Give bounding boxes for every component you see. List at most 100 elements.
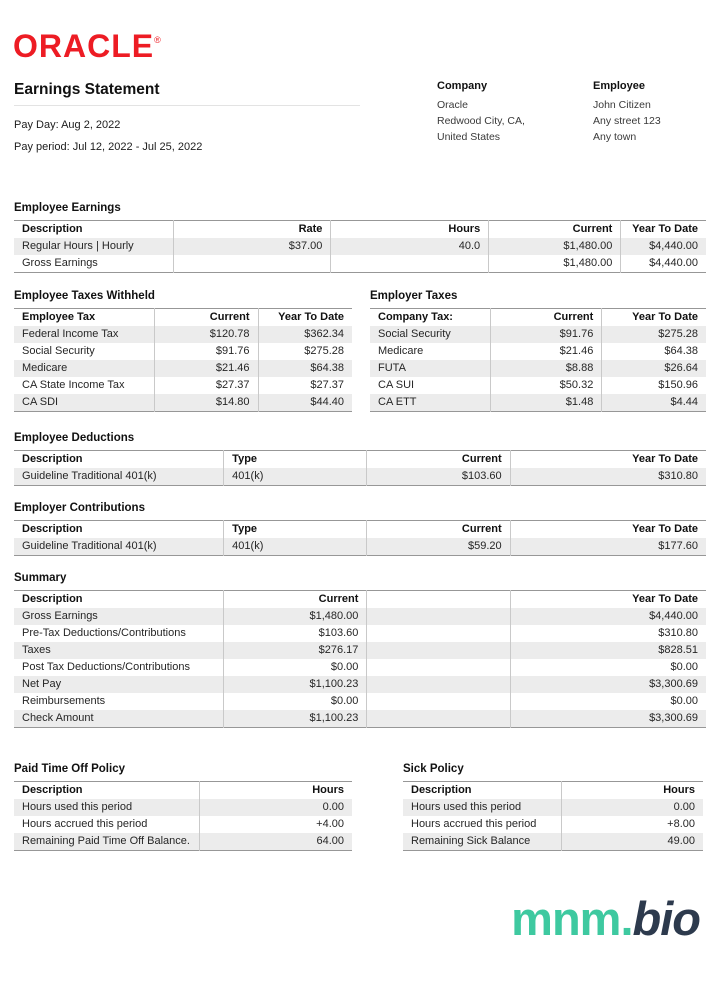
cell: Hours accrued this period [22,818,148,830]
column-header: Year To Date [509,590,706,608]
cell: $8.88 [490,360,602,377]
cell: $0.00 [509,659,706,676]
page-title: Earnings Statement [14,81,160,98]
employee-earnings-table: Description Rate Hours Current Year To Date R… [14,220,706,273]
cell: $91.76 [490,326,602,343]
cell: Medicare [22,362,68,374]
column-header [366,590,511,608]
logo-text-bio: bio [632,892,701,945]
cell: CA SDI [22,396,59,408]
cell: Pre-Tax Deductions/Contributions [22,627,186,639]
cell: $21.46 [154,360,259,377]
column-header: Current [223,590,367,608]
cell: CA ETT [378,396,417,408]
table-row: Net Pay $1,100.23 $3,300.69 [14,676,706,693]
cell: 401(k) [223,468,367,486]
cell: $3,300.69 [509,710,706,728]
header-row: Description Type Current Year To Date [14,450,706,468]
title-divider [14,105,360,106]
cell: Social Security [22,345,95,357]
table-row: Taxes $276.17 $828.51 [14,642,706,659]
cell: 401(k) [223,538,367,556]
cell: $177.60 [509,538,706,556]
table-row: Reimbursements $0.00 $0.00 [14,693,706,710]
employee-taxes-table: Employee Tax Current Year To Date Federal I… [14,308,352,412]
cell: $37.00 [172,238,331,255]
section-employee-deductions: Employee Deductions Description Type Curre… [14,432,706,486]
cell: 0.00 [560,799,703,816]
cell: $150.96 [601,377,706,394]
cell: $14.80 [154,394,259,412]
table-row: Guideline Traditional 401(k) 401(k) $59.20… [14,538,706,556]
section-employer-taxes: Employer Taxes Company Tax: Current Year T… [370,290,706,412]
section-summary: Summary Description Current Year To Date Gr… [14,572,706,728]
section-employee-taxes: Employee Taxes Withheld Employee Tax Curr… [14,290,352,412]
cell: 0.00 [199,799,352,816]
cell: $1,100.23 [223,710,367,728]
cell: Reimbursements [22,695,106,707]
cell: $1,480.00 [223,608,367,625]
cell [366,693,511,710]
table-row: CA SDI $14.80 $44.40 [14,394,352,412]
company-address-line2: United States [437,131,501,143]
employer-taxes-table: Company Tax: Current Year To Date Social Se… [370,308,706,412]
table-row: Hours accrued this period +8.00 [403,816,703,833]
section-title-sick-policy: Sick Policy [403,763,464,775]
section-title-summary: Summary [14,572,67,584]
employee-deductions-table: Description Type Current Year To Date Guidel… [14,450,706,486]
column-header: Type [223,450,367,468]
section-title-employee-earnings: Employee Earnings [14,202,121,214]
summary-table: Description Current Year To Date Gross Earn… [14,590,706,728]
cell: 40.0 [330,238,489,255]
column-header: Current [366,450,511,468]
column-header: Year To Date [601,308,706,326]
column-header: Description [22,223,83,235]
cell: Hours accrued this period [411,818,537,830]
section-employer-contributions: Employer Contributions Description Type Cu… [14,502,706,556]
column-header: Type [223,520,367,538]
cell: Medicare [378,345,424,357]
column-header: Year To Date [509,450,706,468]
column-header: Year To Date [509,520,706,538]
cell: $44.40 [257,394,352,412]
column-header: Year To Date [620,220,706,238]
cell: $50.32 [490,377,602,394]
section-pto-policy: Paid Time Off Policy Description Hours Hou… [14,763,352,851]
employee-info: Employee John Citizen Any street 123 Any… [593,80,661,147]
header-row: Description Type Current Year To Date [14,520,706,538]
cell: Gross Earnings [22,257,98,269]
cell: $828.51 [509,642,706,659]
cell: $275.28 [257,343,352,360]
cell: Guideline Traditional 401(k) [22,540,157,552]
cell: $4,440.00 [509,608,706,625]
cell: CA SUI [378,379,415,391]
logo-text-mnm: mnm. [511,892,633,945]
table-row: FUTA $8.88 $26.64 [370,360,706,377]
section-title-pto-policy: Paid Time Off Policy [14,763,125,775]
section-title-employee-deductions: Employee Deductions [14,432,135,444]
header-row: Description Hours [14,781,352,799]
cell: $27.37 [257,377,352,394]
column-header: Current [490,308,602,326]
section-employee-earnings: Employee Earnings Description Rate Hours Cu… [14,202,706,273]
table-row: Federal Income Tax $120.78 $362.34 [14,326,352,343]
cell: Social Security [378,328,451,340]
table-row: Medicare $21.46 $64.38 [14,360,352,377]
column-header: Hours [330,220,489,238]
cell: $91.76 [154,343,259,360]
section-title-employee-taxes: Employee Taxes Withheld [14,290,155,302]
cell: $276.17 [223,642,367,659]
cell: $1,480.00 [488,238,621,255]
pay-day: Pay Day: Aug 2, 2022 [14,119,121,131]
column-header: Current [154,308,259,326]
table-row: Hours accrued this period +4.00 [14,816,352,833]
statement-header: ORACLE® Earnings Statement Pay Day: Aug … [0,0,720,202]
company-label: Company [437,80,488,92]
column-header: Employee Tax [22,311,96,323]
column-header: Hours [560,781,703,799]
oracle-wordmark: ORACLE [13,28,155,64]
cell [366,608,511,625]
company-info: Company Oracle Redwood City, CA, United … [437,80,525,147]
cell: $103.60 [223,625,367,642]
table-row: Social Security $91.76 $275.28 [14,343,352,360]
